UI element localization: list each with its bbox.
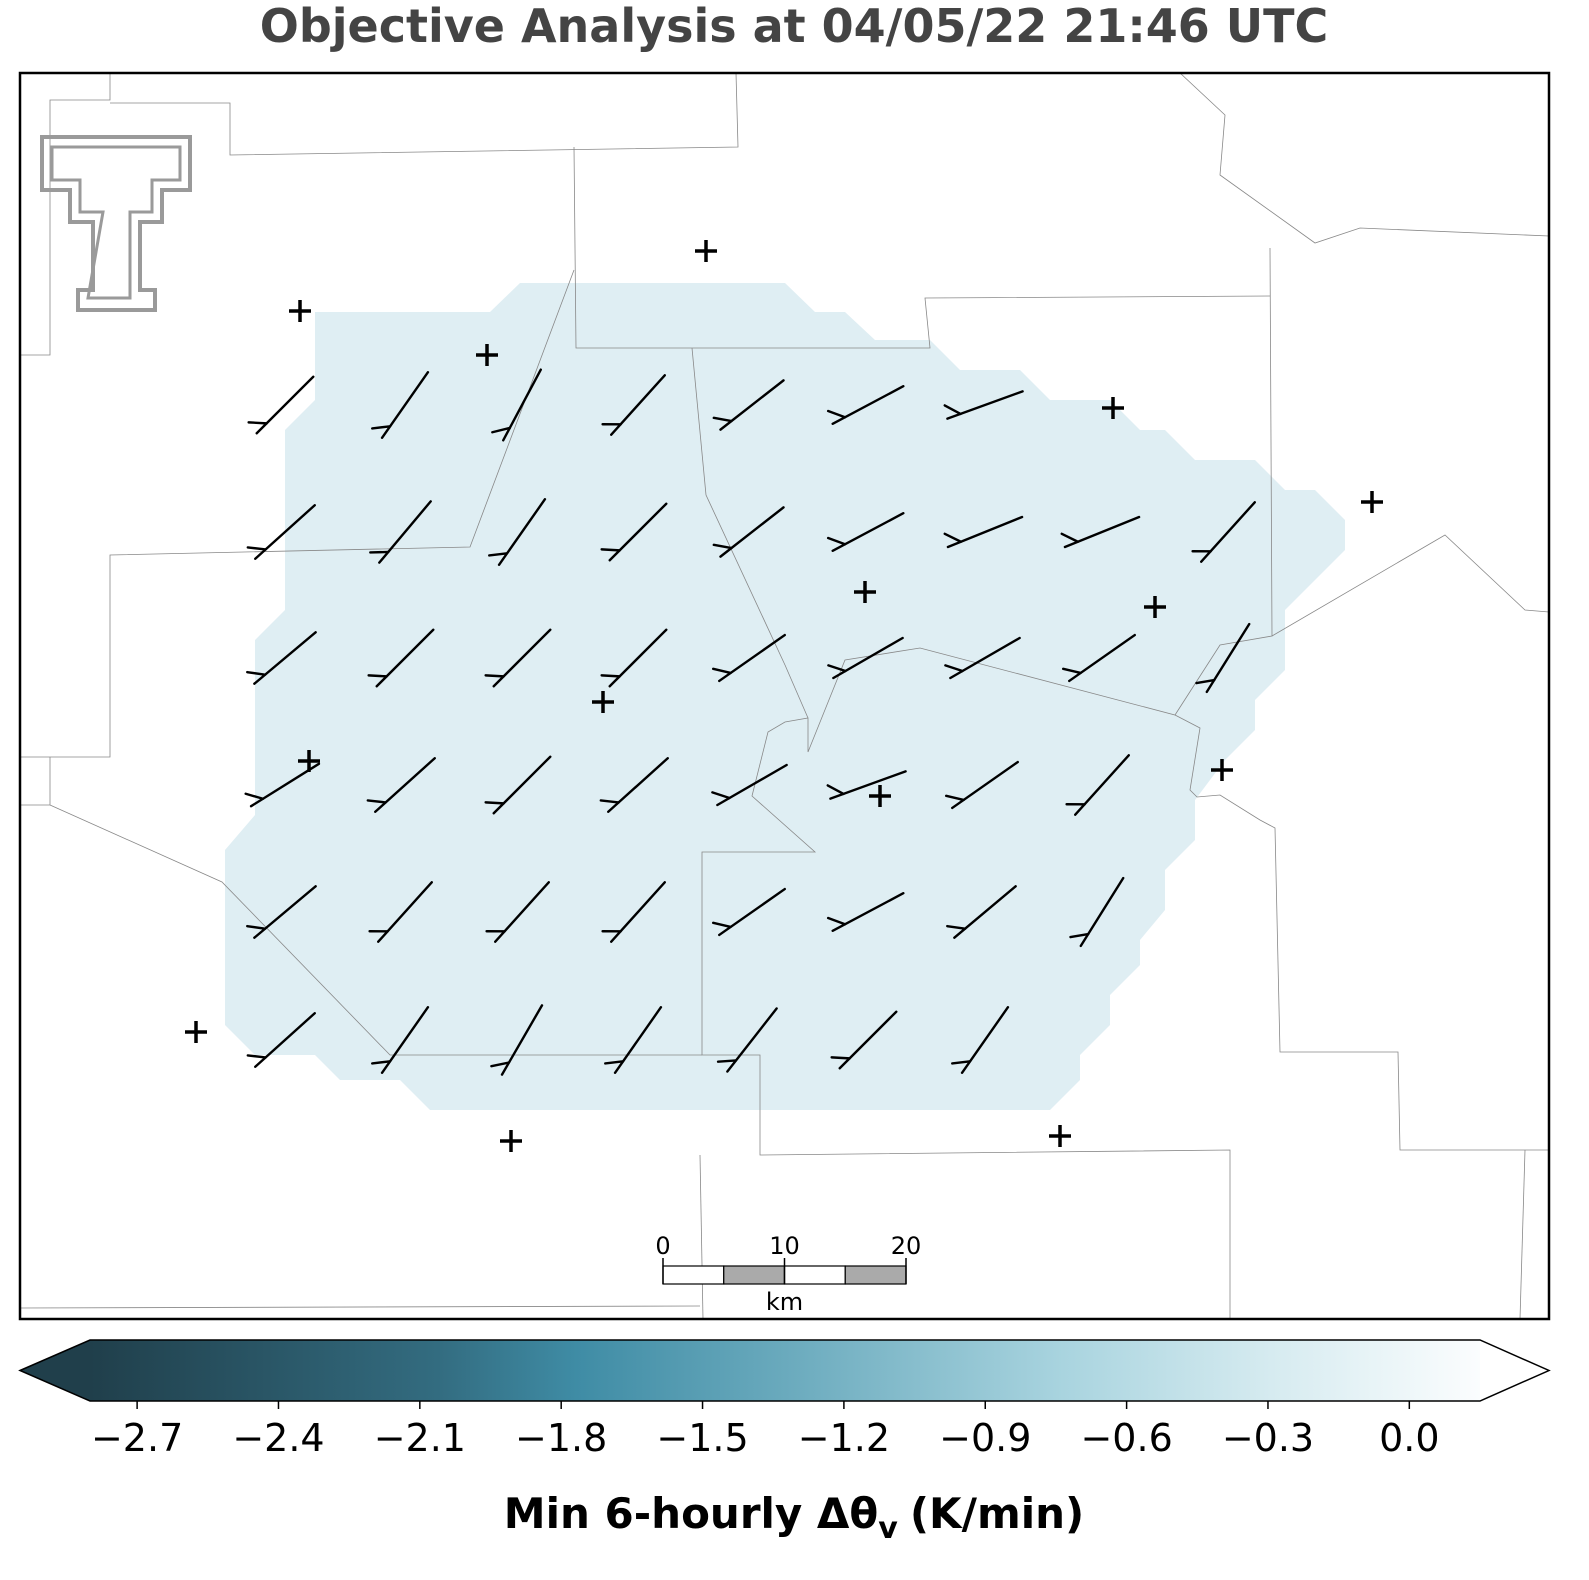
wind-barbs: [244, 368, 1256, 1076]
station-markers: [185, 240, 1383, 1152]
colorbar-tick-label: −2.1: [374, 1416, 466, 1460]
colorbar-tick-label: −0.3: [1222, 1416, 1314, 1460]
barb-flag: [830, 1056, 851, 1060]
barb-flag: [827, 664, 847, 673]
colorbar-tick-label: −1.5: [656, 1416, 748, 1460]
barb-flag: [712, 543, 733, 550]
barb-flag: [1061, 667, 1082, 675]
barb-flag: [711, 921, 732, 929]
colorbar-tick-label: −0.9: [939, 1416, 1031, 1460]
barb-flag: [371, 425, 392, 430]
scale-segment: [844, 1265, 907, 1285]
barb-flag: [1069, 932, 1090, 939]
barb-flag: [244, 792, 265, 800]
scale-segment: [783, 1265, 846, 1285]
barb-flag: [716, 1059, 738, 1063]
barb-flag: [246, 924, 267, 930]
barb-flag: [604, 1060, 625, 1065]
barb-flag: [246, 1054, 267, 1059]
barb-flag: [943, 532, 963, 543]
colorbar-tick-label: −2.7: [91, 1416, 183, 1460]
scale-segment: [662, 1265, 725, 1285]
barb-flag: [484, 674, 505, 678]
colorbar-tick-label: −1.2: [798, 1416, 890, 1460]
barb-flag: [490, 1061, 511, 1068]
barb-flag: [246, 670, 267, 676]
barb-flag: [600, 548, 621, 552]
barb-flag: [491, 426, 511, 434]
barb-flag: [826, 409, 847, 419]
barb-flag: [712, 416, 733, 423]
scale-unit: km: [766, 1288, 803, 1316]
logo: [40, 135, 192, 312]
barb-flag: [484, 801, 505, 805]
barb-flag: [600, 674, 621, 678]
colorbar-label-subscript: v: [878, 1511, 898, 1546]
barb-flag: [711, 791, 731, 800]
barb-flag: [946, 924, 967, 930]
barb-flag: [366, 799, 387, 804]
colorbar-extend-low: [20, 1340, 90, 1401]
colorbar-outline: [18, 1339, 1551, 1402]
barb-flag: [367, 674, 388, 678]
barb-flag: [711, 667, 732, 675]
scale-bar: 0 10 20 km: [655, 1232, 921, 1316]
barb-flag: [599, 799, 620, 804]
barb-flag: [369, 550, 390, 554]
chart-title: Objective Analysis at 04/05/22 21:46 UTC: [260, 0, 1329, 53]
map: [20, 73, 1549, 1319]
scale-tick-label: 20: [891, 1232, 922, 1260]
colorbar-label-unit: (K/min): [910, 1489, 1084, 1538]
barb-flag: [246, 546, 267, 551]
barb-flag: [943, 404, 962, 416]
barb-flag: [944, 664, 964, 673]
barb-flag: [1060, 532, 1080, 543]
barb-flag: [247, 421, 268, 425]
scale-tick-label: 10: [769, 1232, 800, 1260]
barb-flag: [951, 1060, 972, 1065]
barb-flag: [826, 916, 847, 926]
colorbar-tick-label: −2.4: [232, 1416, 324, 1460]
colorbar-fill: [90, 1340, 1480, 1401]
colorbar-extend-high: [1480, 1340, 1549, 1401]
colorbar-tick-label: −1.8: [515, 1416, 607, 1460]
barb-flag: [1195, 678, 1216, 685]
barb-flag: [371, 1060, 392, 1065]
colorbar-label-main: Min 6-hourly Δθ: [504, 1489, 879, 1538]
barb-flag: [826, 536, 847, 546]
barb-flag: [488, 552, 509, 557]
barb-flag: [944, 794, 965, 802]
map-frame: [18, 71, 1551, 1321]
barb-flag: [826, 784, 845, 796]
scale-segment: [723, 1265, 786, 1285]
analysis-field: [225, 283, 1345, 1110]
colorbar-label: Min 6-hourly Δθv (K/min): [504, 1489, 1084, 1546]
scale-tick-label: 0: [655, 1232, 670, 1260]
county-lines: [20, 73, 1549, 1319]
colorbar: −2.7 −2.4 −2.1 −1.8 −1.5 −1.2 −0.9 −0.6 −0.3 0.0: [18, 1339, 1551, 1460]
colorbar-tick-label: 0.0: [1379, 1416, 1439, 1460]
colorbar-tick-label: −0.6: [1080, 1416, 1172, 1460]
